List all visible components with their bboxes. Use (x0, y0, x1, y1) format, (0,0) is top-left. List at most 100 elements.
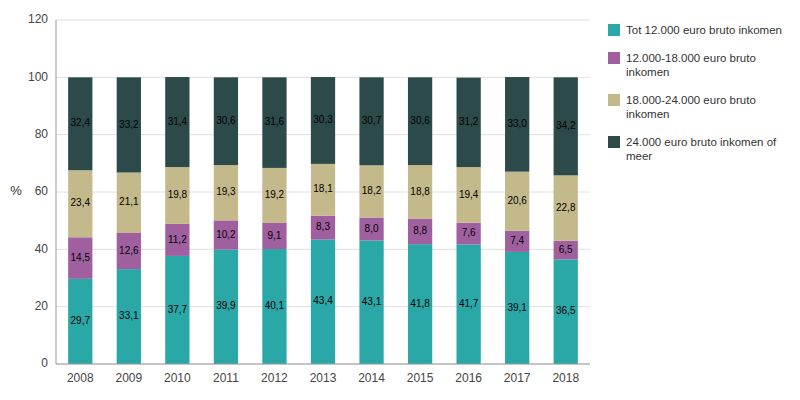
data-label: 30,3 (313, 114, 333, 125)
data-label: 34,2 (556, 120, 576, 131)
x-tick-label: 2009 (115, 371, 142, 385)
data-label: 22,8 (556, 202, 576, 213)
bar-segment (311, 164, 335, 216)
data-label: 19,4 (459, 189, 479, 200)
data-label: 31,4 (168, 116, 188, 127)
data-label: 29,7 (71, 315, 91, 326)
data-label: 11,2 (168, 234, 187, 245)
data-label: 7,4 (510, 235, 524, 246)
data-label: 43,1 (362, 296, 382, 307)
bar-segment (262, 168, 286, 223)
data-label: 6,5 (559, 244, 573, 255)
legend: Tot 12.000 euro bruto inkomen 12.000-18.0… (608, 24, 782, 162)
bar-segment (457, 167, 481, 223)
x-tick-label: 2012 (261, 371, 288, 385)
y-axis (56, 20, 57, 364)
data-label: 8,3 (316, 221, 330, 232)
data-label: 18,1 (313, 183, 333, 194)
bar-segment (457, 78, 481, 167)
data-label: 40,1 (265, 300, 285, 311)
data-label: 19,8 (168, 189, 188, 200)
data-label: 39,9 (216, 300, 236, 311)
data-label: 8,0 (365, 223, 379, 234)
bars (68, 77, 578, 364)
data-labels: 29,7 33,1 37,7 39,9 40,1 43,4 43,1 41,8 41,7 39,1… (71, 114, 576, 326)
data-label: 33,1 (119, 310, 139, 321)
x-tick-label: 2018 (552, 371, 579, 385)
bar-segment (505, 252, 529, 364)
bar-segment (408, 77, 432, 165)
data-label: 10,2 (216, 229, 236, 240)
y-axis-label: % (10, 183, 22, 198)
data-label: 7,6 (462, 227, 476, 238)
chart: 02040608010012029,733,137,739,940,143,44… (0, 0, 800, 400)
legend-label-line: Tot 12.000 euro bruto inkomen (626, 24, 782, 36)
legend-label-line: 12.000-18.000 euro bruto (626, 52, 756, 64)
x-axis (56, 364, 590, 365)
bar-segment (359, 240, 383, 364)
data-label: 41,8 (410, 298, 430, 309)
x-tick-label: 2017 (504, 371, 531, 385)
legend-label-line: 24.000 euro bruto inkomen of (626, 136, 777, 148)
data-label: 23,4 (71, 197, 91, 208)
bar-segment (457, 223, 481, 245)
bar-segment (214, 220, 238, 249)
bar-segment (505, 77, 529, 172)
legend-label: 24.000 euro bruto inkomen ofmeer (626, 136, 777, 162)
bar-segment (359, 165, 383, 217)
bar-segment (68, 77, 92, 170)
legend-swatch (608, 136, 620, 148)
legend-swatch (608, 52, 620, 64)
x-tick-label: 2011 (213, 371, 239, 385)
data-label: 37,7 (168, 304, 188, 315)
bar-segment (311, 77, 335, 164)
data-label: 36,5 (556, 305, 576, 316)
bar-segment (117, 173, 141, 233)
x-tick-label: 2008 (67, 371, 94, 385)
legend-swatch (608, 24, 620, 36)
data-label: 20,6 (507, 195, 527, 206)
data-label: 31,2 (459, 116, 479, 127)
data-label: 30,6 (410, 115, 430, 126)
grid-line (56, 20, 590, 21)
bar-segment (359, 77, 383, 165)
x-tick-label: 2013 (310, 371, 337, 385)
grid-line (56, 364, 590, 365)
x-tick-label: 2016 (455, 371, 482, 385)
data-label: 33,2 (119, 119, 139, 130)
bar-segment (117, 269, 141, 364)
data-label: 43,4 (313, 295, 333, 306)
bar-segment (165, 256, 189, 364)
grid (56, 20, 590, 364)
bar-segment (68, 279, 92, 364)
bar-segment (262, 77, 286, 168)
bar-segment (68, 170, 92, 237)
bar-segment (311, 240, 335, 364)
y-tick-label: 60 (35, 184, 49, 198)
bar-segment (165, 224, 189, 256)
data-label: 19,2 (265, 189, 285, 200)
data-label: 21,1 (119, 196, 139, 207)
bar-segment (505, 172, 529, 231)
bar-segment (457, 244, 481, 364)
bar-segment (165, 167, 189, 224)
data-label: 33,0 (507, 118, 527, 129)
bar-segment (311, 216, 335, 240)
bar-segment (408, 165, 432, 219)
bar-segment (262, 223, 286, 249)
data-label: 30,7 (362, 115, 382, 126)
legend-label-line: 18.000-24.000 euro bruto (626, 94, 756, 106)
data-label: 14,5 (71, 252, 91, 263)
bar-segment (554, 175, 578, 240)
bar-segment (214, 250, 238, 364)
bar-segment (554, 77, 578, 175)
bar-segment (408, 244, 432, 364)
bar-segment (68, 237, 92, 279)
data-label: 39,1 (507, 302, 527, 313)
bar-segment (505, 231, 529, 252)
bar-segment (117, 233, 141, 269)
legend-swatch (608, 94, 620, 106)
y-tick-label: 120 (28, 12, 48, 26)
bar-segment (262, 249, 286, 364)
data-label: 41,7 (459, 298, 479, 309)
